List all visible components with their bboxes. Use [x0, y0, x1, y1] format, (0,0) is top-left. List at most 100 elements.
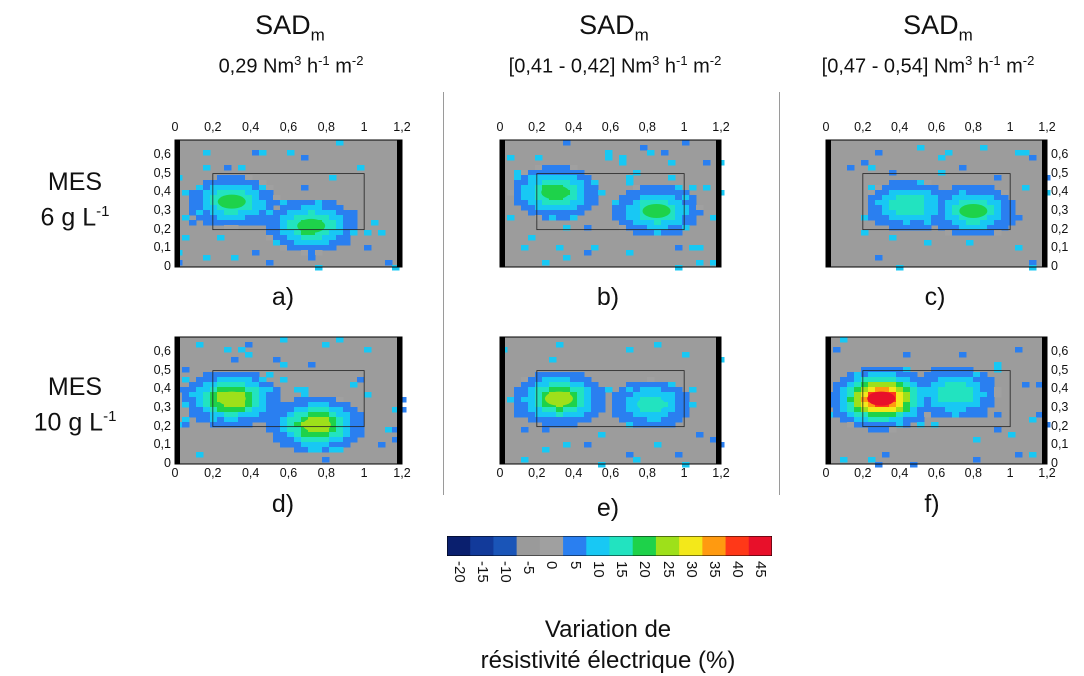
heatmap-cell [1022, 185, 1030, 191]
heatmap-cell [987, 225, 995, 231]
heatmap-cell [647, 195, 655, 201]
heatmap-cell [392, 437, 400, 443]
x-tick-label: 0,6 [927, 466, 946, 480]
heatmap-cell [910, 417, 918, 423]
heatmap-panel-d [174, 336, 407, 465]
heatmap-cell [910, 180, 918, 186]
heatmap-cell [563, 372, 571, 378]
heatmap-cell [329, 397, 337, 403]
heatmap-cell [577, 175, 585, 181]
heatmap-cell [259, 215, 267, 221]
colorbar-segment [609, 536, 634, 556]
heatmap-cell [266, 220, 274, 226]
colorbar-segment [563, 536, 587, 556]
heatmap-cell [196, 210, 204, 216]
heatmap-cell [577, 180, 585, 186]
heatmap-cell [854, 407, 862, 413]
heatmap-cell [294, 447, 302, 453]
heatmap-cell [675, 200, 683, 206]
heatmap-cell [259, 417, 267, 423]
heatmap-cell [570, 387, 578, 393]
heatmap-cell [252, 387, 260, 393]
heatmap-cell [259, 382, 267, 388]
heatmap-cell [287, 437, 295, 443]
heatmap-cell [661, 412, 669, 418]
heatmap-panel-f [825, 336, 1051, 468]
heatmap-cell [224, 372, 232, 378]
heatmap-cell [301, 392, 309, 398]
heatmap-cell [570, 175, 578, 181]
colorbar-segment [539, 536, 564, 556]
heatmap-cell [896, 265, 904, 271]
heatmap-cell [280, 402, 288, 408]
heatmap-cell [259, 407, 267, 413]
heatmap-cell [563, 225, 571, 231]
heatmap-cell [654, 382, 662, 388]
heatmap-cell [287, 402, 295, 408]
heatmap-cell [847, 387, 855, 393]
heatmap-cell [661, 215, 669, 221]
heatmap-cell [528, 397, 536, 403]
heatmap-cell [889, 205, 897, 211]
heatmap-cell [182, 402, 190, 408]
heatmap-cell [577, 382, 585, 388]
heatmap-cell [252, 402, 260, 408]
heatmap-cell [507, 215, 515, 221]
heatmap-cell [647, 417, 655, 423]
heatmap-cell [654, 442, 662, 448]
heatmap-cell [308, 240, 316, 246]
heatmap-cell [231, 417, 239, 423]
heatmap-cell [210, 392, 218, 398]
heatmap-cell [556, 180, 564, 186]
heatmap-cell [1015, 245, 1023, 251]
heatmap-cell [203, 220, 211, 226]
heatmap-cell [626, 250, 634, 256]
heatmap-cell [252, 190, 260, 196]
heatmap-cell [896, 397, 904, 403]
heatmap-cell [973, 230, 981, 236]
heatmap-cell [675, 402, 683, 408]
heatmap-cell [861, 377, 869, 383]
colorbar-tick-label: 15 [613, 561, 631, 578]
heatmap-cell [266, 225, 274, 231]
heatmap-cell [189, 195, 197, 201]
heatmap-cell [203, 397, 211, 403]
heatmap-cell [668, 175, 676, 181]
heatmap-cell [563, 170, 571, 176]
heatmap-cell [294, 437, 302, 443]
heatmap-cell [626, 180, 634, 186]
heatmap-cell [556, 412, 564, 418]
heatmap-cell [931, 372, 939, 378]
heatmap-cell [668, 387, 676, 393]
heatmap-cell [591, 190, 599, 196]
heatmap-cell [350, 230, 358, 236]
heatmap-cell [245, 352, 253, 358]
heatmap-cell [301, 200, 309, 206]
heatmap-cell [245, 195, 253, 201]
heatmap-cell [182, 397, 190, 403]
heatmap-cell [385, 260, 393, 266]
heatmap-cell [924, 225, 932, 231]
heatmap-cell [315, 447, 323, 453]
heatmap-cell [308, 432, 316, 438]
heatmap-cell [584, 225, 592, 231]
heatmap-cell [840, 337, 848, 343]
heatmap-cell [889, 367, 897, 373]
heatmap-cell [287, 210, 295, 216]
colorbar [447, 536, 772, 556]
heatmap-cell [875, 367, 883, 373]
heatmap-cell [668, 422, 676, 428]
heatmap-cell [959, 215, 967, 221]
heatmap-cell [563, 255, 571, 261]
heatmap-cell [591, 245, 599, 251]
heatmap-cell [654, 417, 662, 423]
heatmap-cell [875, 150, 883, 156]
heatmap-cell [917, 402, 925, 408]
heatmap-cell [868, 372, 876, 378]
heatmap-cell [661, 150, 669, 156]
heatmap-cell [294, 215, 302, 221]
heatmap-cell [952, 185, 960, 191]
heatmap-cell [875, 200, 883, 206]
heatmap-cell [633, 195, 641, 201]
heatmap-cell [266, 230, 274, 236]
